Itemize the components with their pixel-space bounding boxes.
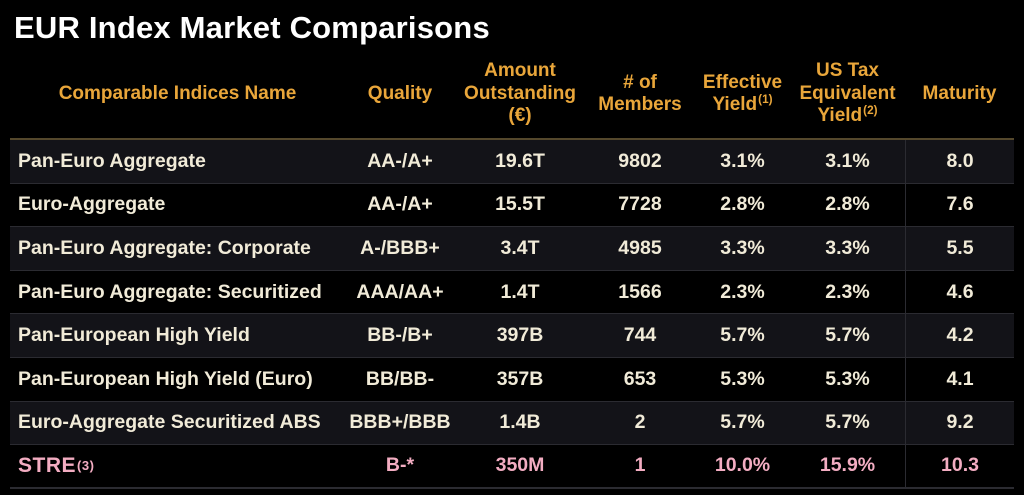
- cell-quality: BB-/B+: [367, 324, 433, 347]
- cell-maturity: 7.6: [905, 183, 1014, 227]
- cell-quality: AA-/A+: [367, 149, 433, 172]
- table-row: Euro-Aggregate AA-/A+ 15.5T 7728 2.8% 2.8% 7.6: [10, 183, 1014, 228]
- footnote-marker-2: (2): [863, 103, 878, 117]
- table-body: Pan-Euro Aggregate AA-/A+ 19.6T 9802 3.1% 3.1…: [10, 140, 1014, 489]
- col-header-amount-outstanding: Amount Outstanding (€): [455, 50, 585, 138]
- cell-amount: 1.4B: [499, 411, 541, 434]
- comparison-table: Comparable Indices Name Quality Amount O…: [10, 50, 1014, 489]
- cell-maturity: 4.1: [905, 357, 1014, 401]
- cell-effective-yield: 5.7%: [720, 411, 765, 434]
- cell-members: 653: [623, 367, 657, 390]
- table-row: Pan-Euro Aggregate AA-/A+ 19.6T 9802 3.1% 3.1…: [10, 140, 1014, 184]
- table-row: Pan-Euro Aggregate: Corporate A-/BBB+ 3.4T…: [10, 227, 1014, 271]
- cell-members: 1566: [618, 280, 662, 303]
- page-title: EUR Index Market Comparisons: [14, 10, 490, 45]
- col-header-label: Comparable Indices Name: [58, 82, 297, 104]
- cell-quality: BB/BB-: [365, 367, 435, 390]
- cell-amount: 397B: [496, 324, 544, 347]
- cell-amount: 19.6T: [495, 149, 545, 172]
- col-header-effective-yield: Effective Yield(1): [695, 50, 790, 138]
- cell-effective-yield: 3.1%: [720, 149, 765, 172]
- col-header-us-tax-equivalent-yield: US Tax Equivalent Yield(2): [790, 50, 905, 138]
- col-header-label: # of Members: [598, 71, 682, 115]
- cell-amount: 1.4T: [500, 280, 540, 303]
- cell-us-tax-equivalent-yield: 15.9%: [819, 454, 876, 477]
- cell-us-tax-equivalent-yield: 3.1%: [825, 149, 870, 172]
- cell-index-name: Pan-Euro Aggregate: [18, 149, 206, 172]
- cell-effective-yield: 2.3%: [720, 280, 765, 303]
- cell-us-tax-equivalent-yield: 5.7%: [825, 411, 870, 434]
- col-header-quality: Quality: [345, 50, 455, 138]
- cell-members: 744: [623, 324, 657, 347]
- cell-effective-yield: 2.8%: [720, 193, 765, 216]
- cell-us-tax-equivalent-yield: 2.3%: [825, 280, 870, 303]
- cell-amount: 357B: [496, 367, 544, 390]
- cell-us-tax-equivalent-yield: 5.3%: [825, 367, 870, 390]
- cell-index-name: Euro-Aggregate: [18, 193, 166, 216]
- col-header-members: # of Members: [585, 50, 695, 138]
- table-row: STRE (3) B-* 350M 1 10.0% 15.9% 10.3: [10, 445, 1014, 489]
- cell-index-name: Pan-European High Yield: [18, 324, 250, 347]
- cell-effective-yield: 3.3%: [720, 236, 765, 259]
- col-header-maturity: Maturity: [905, 50, 1014, 138]
- cell-us-tax-equivalent-yield: 3.3%: [825, 236, 870, 259]
- table-row: Euro-Aggregate Securitized ABS BBB+/BBB 1.…: [10, 401, 1014, 446]
- cell-maturity: 10.3: [905, 445, 1014, 487]
- cell-members: 1: [634, 454, 646, 477]
- cell-quality: B-*: [385, 454, 415, 477]
- col-header-label: Effective Yield(1): [702, 71, 783, 115]
- cell-index-name: Pan-Euro Aggregate: Securitized: [18, 280, 322, 303]
- cell-quality: AA-/A+: [367, 193, 433, 216]
- cell-index-name: Euro-Aggregate Securitized ABS: [18, 411, 321, 434]
- cell-amount: 15.5T: [495, 193, 545, 216]
- cell-maturity: 9.2: [905, 401, 1014, 445]
- cell-index-name: STRE (3): [18, 453, 95, 477]
- col-header-label: Quality: [367, 82, 433, 104]
- col-header-label: Amount Outstanding (€): [464, 60, 576, 127]
- col-header-label: US Tax Equivalent Yield(2): [799, 60, 896, 127]
- cell-effective-yield: 5.7%: [720, 324, 765, 347]
- cell-members: 4985: [618, 236, 662, 259]
- cell-quality: A-/BBB+: [360, 236, 440, 259]
- footnote-marker-1: (1): [758, 92, 773, 106]
- cell-members: 9802: [618, 149, 662, 172]
- col-header-label: Maturity: [922, 82, 997, 104]
- cell-quality: BBB+/BBB: [349, 411, 451, 434]
- cell-maturity: 4.6: [905, 270, 1014, 314]
- cell-maturity: 4.2: [905, 314, 1014, 357]
- cell-us-tax-equivalent-yield: 2.8%: [825, 193, 870, 216]
- table-row: Pan-European High Yield BB-/B+ 397B 744 5.7%…: [10, 314, 1014, 358]
- cell-us-tax-equivalent-yield: 5.7%: [825, 324, 870, 347]
- cell-maturity: 5.5: [905, 227, 1014, 270]
- cell-index-name: Pan-Euro Aggregate: Corporate: [18, 236, 311, 259]
- table-header-row: Comparable Indices Name Quality Amount O…: [10, 50, 1014, 140]
- cell-effective-yield: 5.3%: [720, 367, 765, 390]
- cell-amount: 350M: [495, 454, 545, 477]
- table-row: Pan-European High Yield (Euro) BB/BB- 357B…: [10, 357, 1014, 402]
- cell-quality: AAA/AA+: [356, 280, 444, 303]
- cell-index-name: Pan-European High Yield (Euro): [18, 367, 313, 390]
- cell-effective-yield: 10.0%: [714, 454, 771, 477]
- col-header-comparable-indices-name: Comparable Indices Name: [10, 50, 345, 138]
- table-row: Pan-Euro Aggregate: Securitized AAA/AA+ 1.…: [10, 270, 1014, 315]
- cell-maturity: 8.0: [905, 140, 1014, 183]
- cell-members: 7728: [618, 193, 662, 216]
- cell-amount: 3.4T: [500, 236, 540, 259]
- cell-members: 2: [634, 411, 646, 434]
